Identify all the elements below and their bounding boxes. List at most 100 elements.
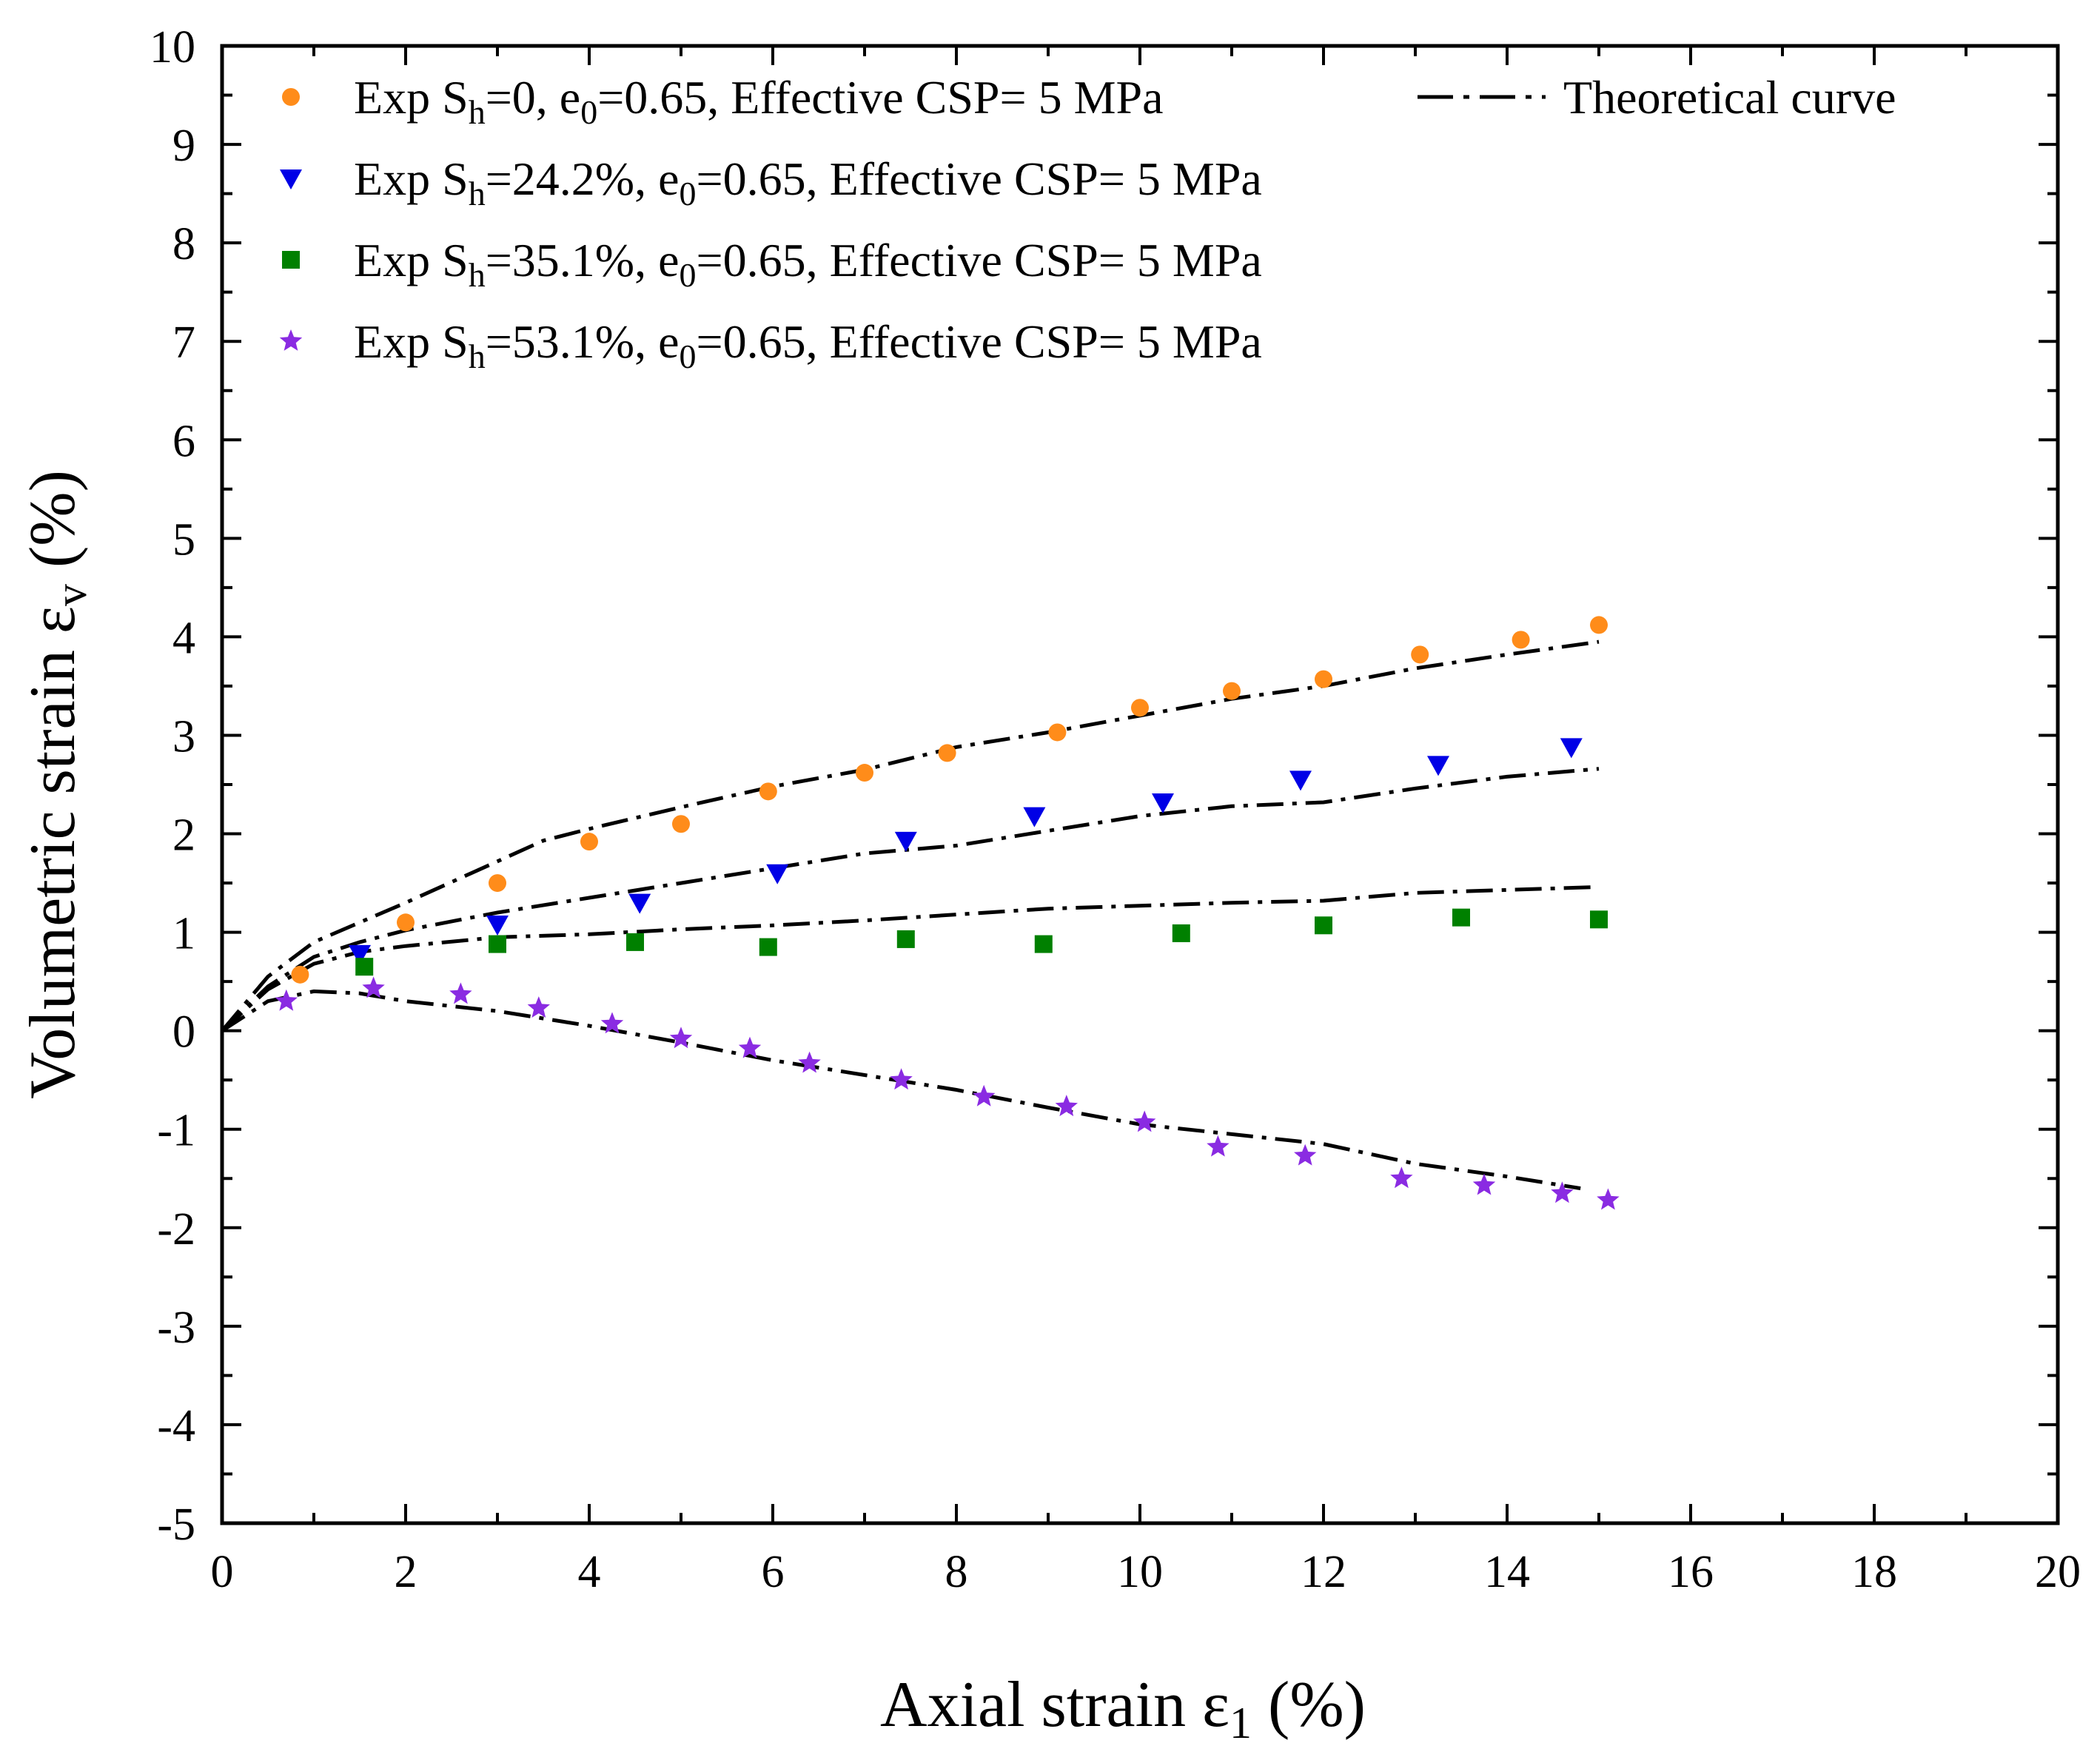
legend-label-series-4: Exp Sh=53.1%, e0=0.65, Effective CSP= 5 …: [354, 315, 1262, 375]
series-1-point: [1411, 645, 1429, 664]
series-4-point: [527, 996, 550, 1018]
theoretical-curve-2: [221, 767, 1600, 1032]
series-4-point: [798, 1051, 821, 1073]
series-1-point: [938, 744, 956, 762]
series-2-point: [1427, 756, 1449, 776]
y-tick-label: -5: [157, 1500, 195, 1550]
series-4-point: [1133, 1110, 1156, 1132]
x-tick-label: 18: [1851, 1547, 1897, 1597]
series-1-point: [489, 874, 506, 893]
y-tick-label: 8: [172, 219, 195, 269]
series-4-point: [1597, 1188, 1620, 1210]
y-tick-label: 1: [172, 909, 195, 959]
legend-marker-series-4: [279, 329, 303, 351]
series-1-point: [1048, 723, 1067, 742]
series-2-point: [486, 915, 509, 936]
series-1-point: [856, 764, 873, 782]
series-3-point: [626, 933, 644, 951]
x-tick-label: 10: [1117, 1547, 1163, 1597]
series-3-point: [355, 958, 374, 976]
x-axis: 0 2 4 6 8 10 12 14 16 18 20: [211, 46, 2081, 1597]
series-2-point: [1152, 793, 1174, 813]
series-4-point: [1390, 1166, 1413, 1189]
y-tick-label: 0: [172, 1007, 195, 1058]
y-axis-title: Volumetric strain εv (%): [17, 470, 95, 1099]
y-tick-label: -3: [157, 1303, 195, 1353]
x-tick-label: 14: [1484, 1547, 1530, 1597]
series-4-point: [1207, 1135, 1230, 1157]
series-2-point: [894, 831, 917, 852]
legend: Exp Sh=0, e0=0.65, Effective CSP= 5 MPa E…: [279, 71, 1896, 375]
series-4-point: [669, 1027, 693, 1049]
series-2-point: [349, 944, 371, 965]
legend-label-series-3: Exp Sh=35.1%, e0=0.65, Effective CSP= 5 …: [354, 234, 1262, 294]
legend-label-series-1: Exp Sh=0, e0=0.65, Effective CSP= 5 MPa: [354, 71, 1164, 131]
series-3-point: [489, 935, 506, 953]
series-3-point: [896, 930, 915, 948]
x-tick-label: 8: [945, 1547, 968, 1597]
series-1-point: [397, 913, 415, 932]
y-tick-label: -2: [157, 1204, 195, 1255]
x-axis-title: Axial strain ε1 (%): [880, 1669, 1366, 1747]
y-tick-label: 6: [172, 416, 195, 466]
series-2-point: [628, 893, 651, 914]
y-tick-label: 3: [172, 711, 195, 762]
y-tick-label: 7: [172, 318, 195, 368]
series-3-point: [1452, 908, 1470, 927]
x-tick-label: 20: [2035, 1547, 2081, 1597]
x-tick-label: 12: [1301, 1547, 1346, 1597]
series-4-point: [1294, 1144, 1317, 1166]
series-1-point: [672, 815, 690, 833]
y-tick-label: -4: [157, 1401, 195, 1451]
x-tick-label: 16: [1668, 1547, 1714, 1597]
x-tick-label: 2: [395, 1547, 417, 1597]
series-4-point: [275, 989, 298, 1011]
series-3-point: [1034, 935, 1053, 953]
theoretical-curve-4: [221, 989, 1581, 1191]
legend-marker-series-1: [282, 88, 300, 106]
x-tick-label: 4: [578, 1547, 601, 1597]
series-4-point: [738, 1036, 762, 1058]
legend-label-theoretical: Theoretical curve: [1563, 71, 1896, 124]
x-tick-label: 0: [211, 1547, 234, 1597]
series-2-point: [1289, 770, 1312, 791]
y-tick-label: 4: [172, 613, 195, 663]
y-tick-label: 9: [172, 121, 195, 171]
y-tick-label: 2: [172, 810, 195, 861]
series-3-point: [1172, 924, 1190, 942]
legend-marker-series-2: [280, 169, 302, 189]
series-1-point: [1315, 670, 1332, 688]
series-1-point: [1131, 699, 1149, 717]
series-3-point: [1315, 916, 1332, 935]
theoretical-curve-3: [221, 884, 1600, 1032]
y-tick-label: 10: [150, 22, 195, 73]
series-4-point: [449, 982, 472, 1004]
series-1-point: [580, 833, 598, 851]
legend-marker-series-3: [282, 251, 300, 269]
series-4-point: [600, 1012, 624, 1034]
series-3-point: [759, 938, 777, 956]
series-2-point: [1560, 738, 1583, 759]
series-1-point: [759, 782, 777, 801]
series-4-point: [362, 976, 385, 998]
plot-marks: [221, 616, 1620, 1210]
x-tick-label: 6: [762, 1547, 785, 1597]
series-1-point: [1223, 682, 1241, 700]
y-tick-label: 5: [172, 514, 195, 565]
series-2-point: [1023, 807, 1046, 827]
series-4-point: [890, 1068, 913, 1090]
series-4-point: [973, 1084, 996, 1107]
legend-label-series-2: Exp Sh=24.2%, e0=0.65, Effective CSP= 5 …: [354, 152, 1262, 212]
series-1-point: [291, 965, 309, 984]
series-2-point: [766, 864, 789, 884]
series-4-point: [1551, 1181, 1574, 1203]
series-4-point: [1472, 1173, 1496, 1195]
y-axis: -5 -4 -3 -2 -1 0 1 2 3 4 5 6 7 8 9 10: [150, 22, 2058, 1550]
series-4-point: [1055, 1095, 1078, 1117]
series-1-point: [1590, 616, 1608, 634]
series-1-point: [1512, 631, 1530, 649]
y-tick-label: -1: [157, 1106, 195, 1156]
series-3-point: [1590, 910, 1608, 929]
